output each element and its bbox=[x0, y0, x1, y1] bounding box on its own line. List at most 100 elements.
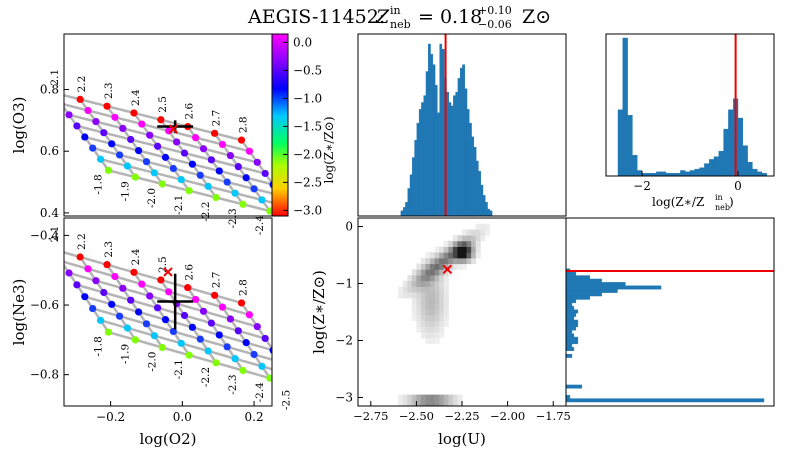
colorbar-tick-label: −1.0 bbox=[293, 91, 322, 105]
iso-z-line bbox=[108, 330, 272, 381]
grid-point bbox=[134, 147, 143, 155]
z-hist-bar bbox=[565, 312, 577, 317]
ne3-y-label: log(Ne3) bbox=[10, 279, 28, 346]
density-cell bbox=[430, 320, 436, 327]
density-cell bbox=[452, 394, 458, 401]
grid-point bbox=[89, 144, 97, 152]
z-label: -1.8 bbox=[92, 336, 104, 356]
log-u-bar bbox=[423, 95, 427, 217]
grid-point bbox=[234, 163, 242, 171]
iso-z-line bbox=[68, 271, 258, 328]
grid-point bbox=[81, 293, 89, 301]
z-hist-bar bbox=[565, 275, 590, 280]
density-cell bbox=[430, 274, 436, 282]
grid-point bbox=[103, 102, 111, 110]
grid-point bbox=[207, 319, 215, 327]
density-cell bbox=[475, 252, 481, 259]
density-cell bbox=[439, 303, 445, 310]
z-ratio-bar bbox=[656, 171, 662, 177]
grid-point bbox=[119, 124, 127, 132]
density-cell bbox=[416, 263, 422, 270]
o3-model-grid bbox=[64, 94, 272, 215]
density-cell bbox=[457, 246, 463, 253]
density-cell bbox=[430, 257, 436, 265]
title-value: = 0.18 bbox=[418, 6, 482, 28]
density-cell bbox=[471, 252, 477, 259]
density-y-label: log(Z∗/Z⊙) bbox=[310, 270, 328, 354]
log-u-bar bbox=[448, 102, 452, 217]
z-hist-bar bbox=[565, 323, 579, 328]
z-label: -2.5 bbox=[281, 390, 293, 410]
density-cell bbox=[430, 297, 436, 304]
log-u-bar bbox=[418, 109, 422, 217]
density-cell bbox=[439, 274, 445, 282]
grid-point bbox=[223, 178, 231, 186]
log-u-bar bbox=[412, 157, 415, 217]
z-ratio-bar bbox=[685, 171, 691, 177]
iso-z-line bbox=[64, 251, 242, 305]
density-cell bbox=[434, 320, 440, 327]
colorbar-tick-label: −0.5 bbox=[293, 63, 322, 77]
density-cell bbox=[439, 280, 445, 287]
grid-point bbox=[100, 129, 108, 137]
density-cell bbox=[443, 246, 449, 253]
density-cell bbox=[425, 269, 431, 276]
density-cell bbox=[443, 297, 449, 304]
grid-point bbox=[258, 196, 266, 204]
log-u-bar bbox=[455, 91, 459, 217]
density-ticks: −2.75 −2.50 −2.25 −2.00 −1.75 0 −1 −2 −3 bbox=[335, 220, 571, 423]
density-cell bbox=[462, 229, 468, 236]
z-label: -2.4 bbox=[254, 215, 266, 236]
grid-point bbox=[245, 147, 254, 155]
density-cell bbox=[443, 314, 449, 322]
z-ratio-xlabel-sub: neb bbox=[715, 203, 730, 212]
density-cell bbox=[443, 263, 449, 270]
grid-point bbox=[212, 193, 220, 202]
grid-point bbox=[131, 336, 139, 344]
density-cell bbox=[439, 394, 445, 401]
log-u-bar bbox=[421, 102, 424, 217]
z-ratio-bar bbox=[757, 171, 763, 177]
colorbar: 0.0 −0.5 −1.0 −1.5 −2.0 −2.5 −3.0 log(Z∗/Z⊙) bbox=[271, 33, 336, 217]
title-unit: Z⊙ bbox=[522, 6, 551, 28]
grid-point bbox=[211, 291, 219, 299]
z-ratio-xlabel-sup: in bbox=[715, 193, 723, 202]
density-cell bbox=[439, 263, 445, 270]
density-cell bbox=[434, 286, 440, 293]
density-cell bbox=[416, 280, 422, 287]
grid-point bbox=[231, 189, 239, 197]
grid-point bbox=[245, 311, 254, 319]
z-label: -1.9 bbox=[119, 181, 131, 201]
grid-point bbox=[196, 335, 204, 343]
density-cell bbox=[457, 394, 463, 401]
u-label: 2.7 bbox=[211, 110, 223, 127]
density-cell bbox=[420, 331, 427, 339]
log-u-bar bbox=[475, 160, 479, 217]
grid-point bbox=[173, 138, 181, 146]
density-cell bbox=[425, 257, 431, 265]
z-ratio-bar bbox=[694, 168, 700, 177]
density-cell bbox=[466, 257, 472, 265]
grid-point bbox=[76, 253, 84, 261]
z-ratio-x-tick-label: −2 bbox=[633, 179, 651, 193]
z-hist-bars bbox=[565, 268, 765, 403]
log-u-bar bbox=[400, 210, 404, 217]
density-cell bbox=[425, 309, 431, 316]
grid-point bbox=[188, 160, 196, 168]
density-cell bbox=[411, 292, 417, 299]
log-u-bar bbox=[487, 208, 491, 217]
density-cell bbox=[425, 274, 431, 282]
z-hist-bar bbox=[565, 302, 573, 307]
density-cell bbox=[434, 326, 440, 333]
grid-point bbox=[73, 122, 81, 130]
iso-z-line bbox=[92, 146, 272, 195]
grid-point bbox=[142, 320, 151, 328]
iso-z-line bbox=[64, 260, 250, 316]
y-tick-label: 0.8 bbox=[40, 83, 59, 97]
grid-lines bbox=[64, 94, 272, 215]
y-tick-label: −0.6 bbox=[30, 298, 59, 312]
density-cell bbox=[411, 286, 417, 293]
density-cell bbox=[439, 252, 445, 259]
grid-point bbox=[177, 176, 185, 184]
o3-o2-panel: 2.1 2.2 2.3 2.4 2.5 2.6 2.7 2.8 -1.8 -1.9 -2.0 -2.… bbox=[10, 33, 273, 236]
